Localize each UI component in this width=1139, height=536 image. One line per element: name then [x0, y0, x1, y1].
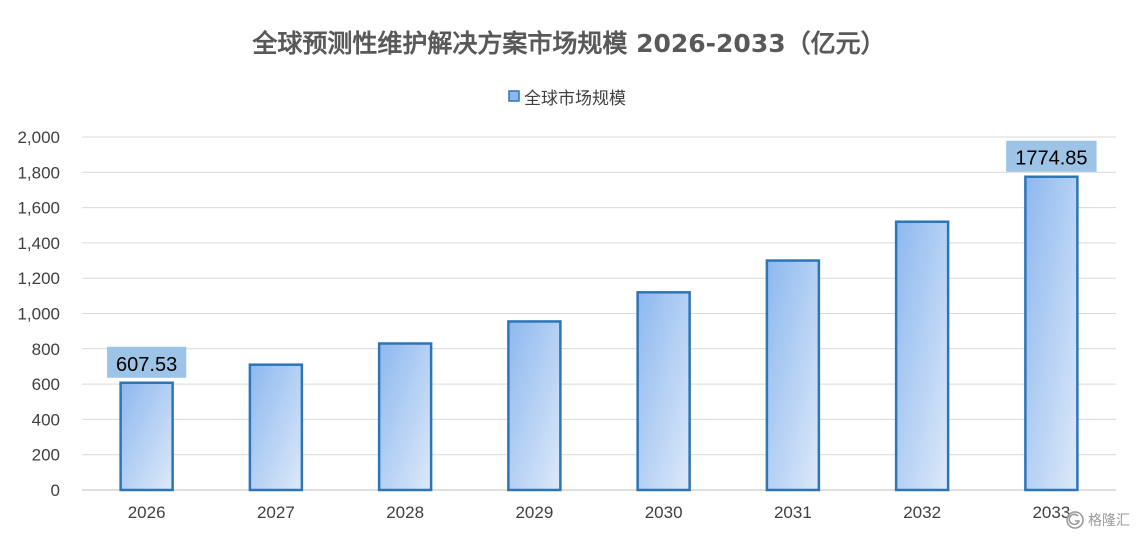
- y-axis-ticks: 0 200 400 600 800 1,000 1,200 1,400 1,600 1,800 2,…: [17, 128, 60, 500]
- y-tick-label: 1,600: [17, 199, 60, 218]
- x-tick-label: 2032: [903, 503, 941, 522]
- y-tick-label: 400: [32, 410, 60, 429]
- bar-2032: [894, 220, 950, 492]
- bar-2033: [1024, 175, 1079, 492]
- y-tick-label: 0: [51, 481, 60, 500]
- x-tick-label: 2028: [386, 503, 424, 522]
- watermark: 格隆汇: [1066, 511, 1130, 529]
- chart-title: 全球预测性维护解决方案市场规模 2026-2033（亿元）: [251, 29, 885, 58]
- y-tick-label: 1,400: [17, 234, 60, 253]
- x-tick-label: 2030: [645, 503, 683, 522]
- legend-label: 全球市场规模: [524, 89, 626, 109]
- legend-swatch: [508, 90, 520, 102]
- watermark-text: 格隆汇: [1088, 513, 1130, 529]
- bar-2029: [507, 320, 562, 492]
- y-tick-label: 1,200: [17, 269, 60, 288]
- legend: 全球市场规模: [508, 89, 626, 109]
- data-label-text: 1774.85: [1015, 148, 1087, 170]
- x-tick-label: 2029: [515, 503, 553, 522]
- x-tick-label: 2033: [1032, 503, 1070, 522]
- bar-2026: [119, 381, 174, 492]
- x-tick-label: 2031: [774, 503, 812, 522]
- bar-2027: [248, 363, 304, 492]
- y-tick-label: 800: [32, 340, 60, 359]
- data-label-box: [1006, 140, 1097, 172]
- y-tick-label: 2,000: [17, 128, 60, 147]
- data-label-7: 1774.85: [1006, 140, 1097, 172]
- data-label-text: 607.53: [116, 354, 177, 376]
- y-tick-label: 1,800: [17, 163, 60, 182]
- data-labels: 607.53 1774.85: [107, 140, 1097, 378]
- x-tick-label: 2027: [257, 503, 295, 522]
- x-axis-ticks: 2026 2027 2028 2029 2030 2031 2032 2033: [128, 503, 1071, 522]
- y-tick-label: 200: [32, 446, 60, 465]
- y-tick-label: 600: [32, 375, 60, 394]
- bar-2031: [765, 259, 821, 492]
- bar-2030: [636, 291, 691, 492]
- bars: [119, 175, 1079, 492]
- data-label-box: [107, 346, 187, 378]
- y-tick-label: 1,000: [17, 305, 60, 324]
- bar-2028: [377, 342, 433, 492]
- data-label-0: 607.53: [107, 346, 187, 378]
- g-logo-icon: [1066, 511, 1084, 529]
- gridlines: [82, 136, 1116, 491]
- x-tick-label: 2026: [128, 503, 166, 522]
